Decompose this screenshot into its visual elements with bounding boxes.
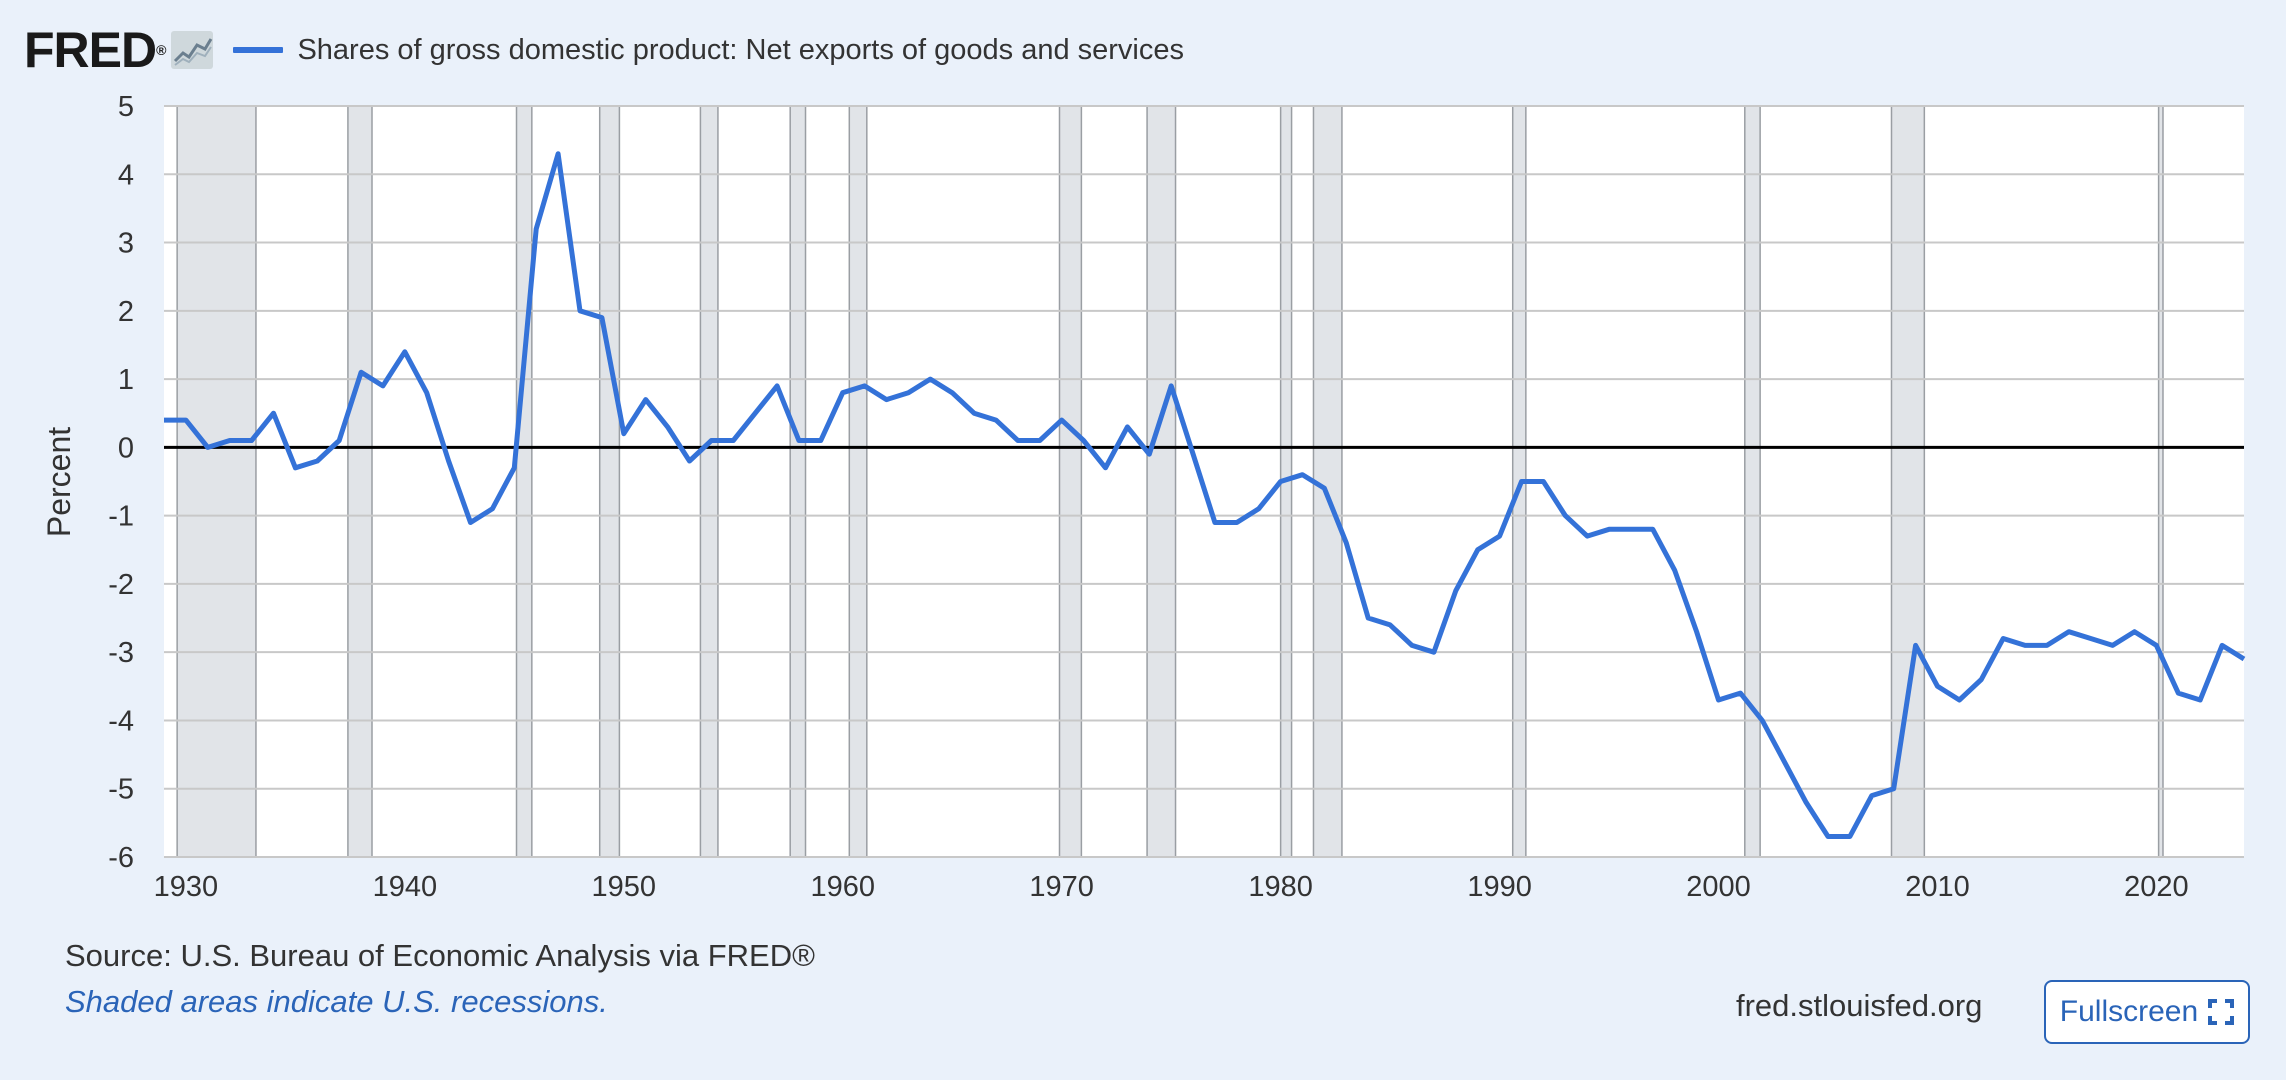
chart-header: FRED® Shares of gross domestic product: … bbox=[24, 22, 1184, 78]
y-tick-label: -4 bbox=[108, 705, 134, 737]
x-tick-label: 1940 bbox=[373, 871, 438, 903]
x-tick-label: 1930 bbox=[154, 871, 219, 903]
y-tick-label: 0 bbox=[118, 432, 134, 464]
y-tick-label: 5 bbox=[118, 91, 134, 123]
y-tick-label: -1 bbox=[108, 501, 134, 533]
fred-graph-icon bbox=[171, 31, 214, 69]
series-line bbox=[164, 151, 2246, 839]
y-tick-label: -6 bbox=[108, 842, 134, 874]
recession-band bbox=[347, 105, 373, 858]
recession-band bbox=[1744, 105, 1761, 858]
recession-band bbox=[789, 105, 807, 858]
y-tick-label: -2 bbox=[108, 569, 134, 601]
x-tick-labels: 1930 1940 1950 1960 1970 1980 1990 2000 2010 2020 bbox=[154, 871, 2189, 903]
fred-logo-text: FRED bbox=[24, 22, 157, 78]
y-tick-labels: 5 4 3 2 1 0 -1 -2 -3 -4 -5 -6 bbox=[108, 91, 134, 874]
fullscreen-button[interactable]: Fullscreen bbox=[2044, 980, 2250, 1044]
y-tick-label: -5 bbox=[108, 774, 134, 806]
y-tick-label: 3 bbox=[118, 228, 134, 260]
recession-band bbox=[1058, 105, 1083, 858]
source-text: Source: U.S. Bureau of Economic Analysis… bbox=[65, 938, 815, 973]
recession-band bbox=[598, 105, 621, 858]
y-tick-label: -3 bbox=[108, 637, 134, 669]
x-tick-label: 1980 bbox=[1248, 871, 1313, 903]
fred-logo-registered: ® bbox=[156, 42, 166, 58]
fullscreen-icon bbox=[2208, 999, 2235, 1025]
y-tick-label: 4 bbox=[118, 159, 134, 191]
recession-band bbox=[1890, 105, 1926, 858]
site-link[interactable]: fred.stlouisfed.org bbox=[1736, 988, 1983, 1023]
recession-band bbox=[699, 105, 719, 858]
recession-band bbox=[515, 105, 533, 858]
y-tick-label: 2 bbox=[118, 296, 134, 328]
legend-series-label: Shares of gross domestic product: Net ex… bbox=[297, 34, 1184, 66]
x-tick-label: 1950 bbox=[592, 871, 657, 903]
fullscreen-label: Fullscreen bbox=[2059, 995, 2199, 1028]
x-tick-label: 1960 bbox=[810, 871, 875, 903]
recession-band bbox=[2157, 105, 2164, 858]
x-tick-label: 1990 bbox=[1467, 871, 1532, 903]
x-tick-label: 2000 bbox=[1686, 871, 1751, 903]
recession-note[interactable]: Shaded areas indicate U.S. recessions. bbox=[65, 984, 608, 1019]
fred-logo[interactable]: FRED® bbox=[24, 22, 166, 78]
legend-series-swatch bbox=[233, 47, 284, 53]
x-tick-label: 2020 bbox=[2124, 871, 2189, 903]
x-tick-label: 2010 bbox=[1905, 871, 1970, 903]
recession-band bbox=[848, 105, 868, 858]
recession-band bbox=[1146, 105, 1177, 858]
recession-band bbox=[176, 105, 257, 858]
grid-lines bbox=[164, 105, 2244, 858]
y-axis-label: Percent bbox=[41, 427, 77, 537]
y-tick-label: 1 bbox=[118, 364, 134, 396]
x-tick-label: 1970 bbox=[1029, 871, 1094, 903]
